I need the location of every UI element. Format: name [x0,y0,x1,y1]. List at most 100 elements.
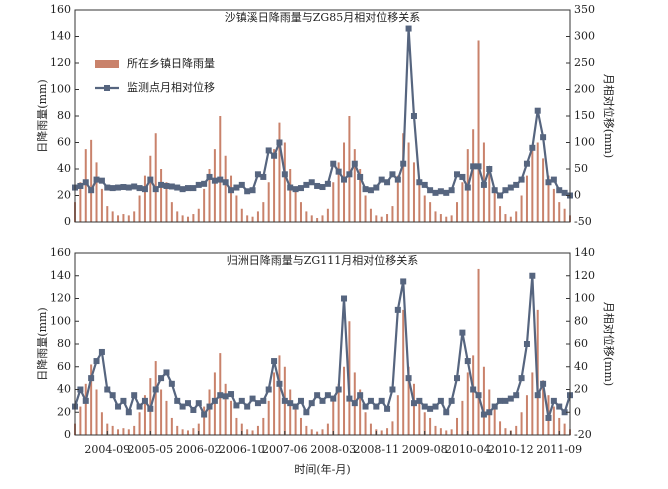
displacement-marker [120,184,127,191]
displacement-marker [292,403,299,410]
displacement-marker [324,180,331,187]
rain-bar [165,400,168,435]
displacement-marker [104,184,111,191]
rain-bar [450,429,453,435]
rain-bar [504,428,507,435]
displacement-marker [254,400,261,407]
displacement-marker [125,409,132,416]
rain-bar [122,214,125,222]
rain-bar [563,208,566,222]
y2-tick-label: -50 [574,215,592,228]
displacement-marker [174,397,181,404]
displacement-marker [303,409,310,416]
displacement-marker [109,185,116,192]
displacement-marker [249,187,256,194]
y2-tick-label: 0 [574,405,581,418]
displacement-marker [497,397,504,404]
displacement-marker [443,409,450,416]
rain-bar [542,380,545,435]
displacement-marker [238,181,245,188]
y2-tick-label: 120 [574,269,595,282]
displacement-marker [523,341,530,347]
displacement-marker [158,181,165,188]
displacement-marker [378,176,385,183]
displacement-marker [168,380,175,387]
displacement-marker [448,187,455,194]
y-tick-label: 160 [50,3,71,16]
rain-bar [445,216,448,222]
y2-tick-label: -20 [574,428,592,441]
rain-bar [418,182,421,222]
y-tick-label: 120 [50,292,71,305]
rain-bar [552,406,555,435]
rain-bar [402,309,405,435]
displacement-marker [427,187,434,194]
rain-bar [203,188,206,222]
rain-bar [133,211,136,222]
displacement-marker [421,181,428,188]
rain-bar [170,417,173,435]
rain-bar [251,430,254,435]
rain-bar [472,129,475,222]
rain-bar [348,116,351,222]
displacement-marker [141,397,148,404]
displacement-marker [206,403,213,410]
x-tick-label: 2008-03 [310,443,356,456]
rain-bar [186,430,189,435]
displacement-marker [427,405,434,412]
rain-bar [552,188,555,222]
displacement-marker [497,192,504,199]
displacement-marker [195,181,202,188]
displacement-marker [201,180,208,187]
displacement-marker [341,176,348,183]
displacement-marker [190,406,197,413]
displacement-marker [550,176,557,183]
displacement-marker [550,397,557,404]
displacement-marker [163,182,170,189]
displacement-marker [437,397,444,404]
rain-bar [461,400,464,435]
rain-bar [230,175,233,222]
displacement-marker [179,403,186,410]
displacement-marker [211,177,218,184]
displacement-marker [470,386,477,393]
displacement-marker [136,403,143,410]
displacement-marker [534,392,541,399]
rain-bar [208,169,211,222]
rain-bar [106,206,109,222]
y2-tick-label: 40 [574,360,588,373]
rain-bar [536,142,539,222]
rain-bar [149,155,152,222]
rain-bar [192,214,195,222]
displacement-marker [556,187,563,194]
rain-bar [488,169,491,222]
displacement-marker [168,183,175,190]
displacement-marker [98,348,105,355]
rain-bar [240,423,243,435]
y2-axis-label: 月相对位移(mm) [602,74,616,158]
rain-bar [359,169,362,222]
displacement-marker [405,25,412,32]
displacement-marker [513,392,520,399]
rain-bar [95,389,98,435]
displacement-marker [341,295,348,302]
displacement-marker [131,183,138,190]
displacement-marker [384,405,391,412]
displacement-marker [249,395,256,402]
displacement-marker [416,397,423,404]
displacement-marker [335,168,342,175]
x-tick-label: 2005-05 [127,443,173,456]
displacement-marker [308,400,315,407]
displacement-marker [93,176,100,183]
displacement-marker [308,179,315,186]
displacement-marker [195,400,202,407]
displacement-marker [556,403,563,410]
rain-bar [310,429,313,435]
displacement-marker [405,375,412,382]
rain-bar [326,423,329,435]
displacement-marker [351,400,358,407]
displacement-line [73,275,572,419]
displacement-marker [486,409,493,416]
x-tick-label: 2007-06 [262,443,308,456]
rain-bar [289,169,292,222]
